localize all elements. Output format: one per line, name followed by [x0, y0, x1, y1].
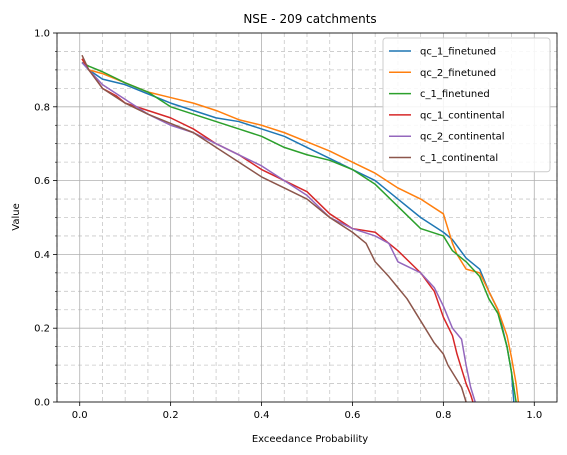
ticks: 0.0 0.2 0.4 0.6 0.8 1.0 0.0 0.2 0.4 0.6 0.8 1.0 — [34, 29, 542, 422]
x-tick-label: 0.6 — [345, 410, 361, 421]
y-tick-label: 1.0 — [34, 29, 50, 40]
legend-label: c_1_continental — [420, 153, 498, 164]
legend: qc_1_finetuned qc_2_finetuned c_1_finetune… — [382, 37, 551, 173]
x-axis-label: Exceedance Probability — [252, 434, 368, 445]
series-line-qc-1-continental — [81, 58, 474, 403]
y-tick-label: 0.0 — [34, 398, 50, 409]
series-line-qc-2-finetuned — [81, 58, 520, 403]
series-line-c-1-continental — [81, 54, 467, 403]
y-tick-label: 0.2 — [34, 324, 50, 335]
x-tick-label: 0.2 — [163, 410, 179, 421]
legend-label: qc_2_continental — [420, 132, 505, 143]
legend-label: qc_1_finetuned — [420, 47, 496, 58]
series-line-c-1-finetuned — [81, 61, 517, 403]
x-tick-label: 0.8 — [435, 410, 451, 421]
legend-label: qc_1_continental — [420, 110, 505, 121]
series-layer — [81, 54, 520, 403]
legend-label: c_1_finetuned — [420, 89, 490, 100]
y-tick-label: 0.4 — [34, 250, 50, 261]
x-tick-label: 0.0 — [72, 410, 88, 421]
x-tick-label: 0.4 — [254, 410, 270, 421]
y-tick-label: 0.6 — [34, 176, 50, 187]
x-tick-label: 1.0 — [526, 410, 542, 421]
legend-box — [382, 37, 551, 173]
chart-title: NSE - 209 catchments — [243, 12, 376, 26]
y-axis-label: Value — [11, 203, 22, 230]
legend-label: qc_2_finetuned — [420, 68, 496, 79]
y-tick-label: 0.8 — [34, 102, 50, 113]
